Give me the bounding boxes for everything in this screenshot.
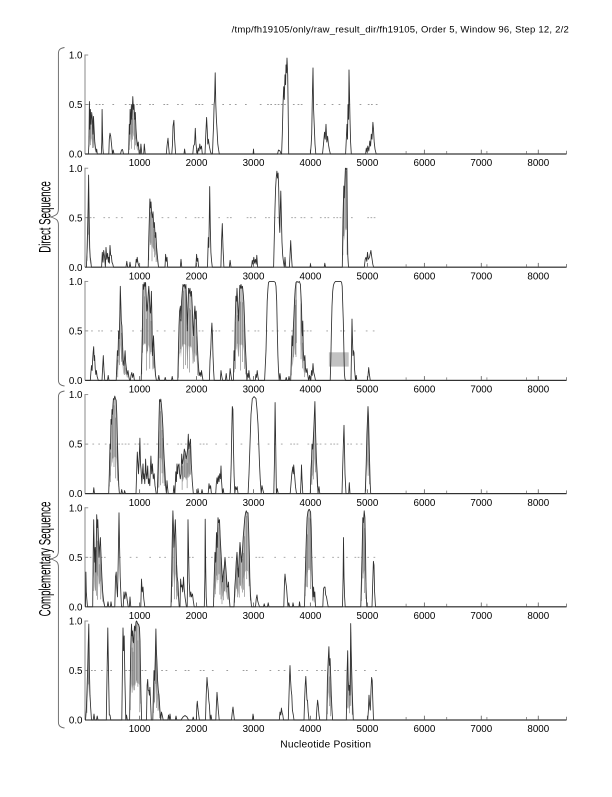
svg-text:1000: 1000 [129,385,151,396]
svg-text:0.0: 0.0 [69,489,83,500]
svg-text:3000: 3000 [243,611,265,622]
svg-text:0.0: 0.0 [69,376,83,387]
svg-text:1000: 1000 [129,498,151,509]
svg-text:3000: 3000 [243,724,265,735]
svg-text:8000: 8000 [527,498,549,509]
svg-text:4000: 4000 [300,385,322,396]
svg-text:6000: 6000 [414,158,436,169]
svg-text:4000: 4000 [300,611,322,622]
svg-text:4000: 4000 [300,498,322,509]
svg-text:0.5: 0.5 [69,553,83,564]
svg-text:7000: 7000 [470,385,492,396]
svg-text:3000: 3000 [243,498,265,509]
svg-text:0.5: 0.5 [69,327,83,338]
svg-text:4000: 4000 [300,724,322,735]
svg-text:1000: 1000 [129,724,151,735]
svg-text:7000: 7000 [470,724,492,735]
svg-text:7000: 7000 [470,271,492,282]
svg-text:3000: 3000 [243,385,265,396]
svg-text:0.0: 0.0 [69,263,83,274]
svg-text:1000: 1000 [129,611,151,622]
svg-text:6000: 6000 [414,498,436,509]
svg-text:Nucleotide Position: Nucleotide Position [280,740,371,751]
svg-text:5000: 5000 [357,611,379,622]
svg-text:0.5: 0.5 [69,100,83,111]
svg-text:1000: 1000 [129,271,151,282]
svg-text:7000: 7000 [470,158,492,169]
svg-text:1.0: 1.0 [69,164,83,175]
svg-text:3000: 3000 [243,271,265,282]
svg-text:0.0: 0.0 [69,602,83,613]
svg-text:5000: 5000 [357,724,379,735]
svg-text:4000: 4000 [300,158,322,169]
svg-text:8000: 8000 [527,158,549,169]
svg-text:0.5: 0.5 [69,666,83,677]
svg-text:5000: 5000 [357,158,379,169]
svg-text:8000: 8000 [527,385,549,396]
svg-text:/tmp/fh19105/only/raw_result_d: /tmp/fh19105/only/raw_result_dir/fh19105… [232,25,569,36]
svg-text:Direct Sequence: Direct Sequence [36,181,54,253]
svg-text:2000: 2000 [186,385,208,396]
svg-text:1000: 1000 [129,158,151,169]
svg-text:2000: 2000 [186,724,208,735]
svg-text:6000: 6000 [414,385,436,396]
svg-text:8000: 8000 [527,724,549,735]
svg-text:0.0: 0.0 [69,150,83,161]
svg-text:5000: 5000 [357,271,379,282]
svg-text:4000: 4000 [300,271,322,282]
svg-text:5000: 5000 [357,385,379,396]
svg-text:7000: 7000 [470,498,492,509]
svg-text:1.0: 1.0 [69,617,83,628]
svg-text:Complementary Sequence: Complementary Sequence [36,502,54,617]
svg-text:1.0: 1.0 [69,277,83,288]
svg-text:6000: 6000 [414,724,436,735]
svg-text:8000: 8000 [527,271,549,282]
svg-text:6000: 6000 [414,611,436,622]
svg-text:0.5: 0.5 [69,440,83,451]
svg-text:5000: 5000 [357,498,379,509]
svg-text:2000: 2000 [186,611,208,622]
svg-text:2000: 2000 [186,158,208,169]
svg-text:7000: 7000 [470,611,492,622]
svg-text:2000: 2000 [186,498,208,509]
svg-text:1.0: 1.0 [69,390,83,401]
svg-text:1.0: 1.0 [69,503,83,514]
svg-text:1.0: 1.0 [69,51,83,62]
svg-text:2000: 2000 [186,271,208,282]
svg-text:8000: 8000 [527,611,549,622]
svg-text:3000: 3000 [243,158,265,169]
svg-text:0.0: 0.0 [69,716,83,727]
svg-text:0.5: 0.5 [69,213,83,224]
svg-text:6000: 6000 [414,271,436,282]
